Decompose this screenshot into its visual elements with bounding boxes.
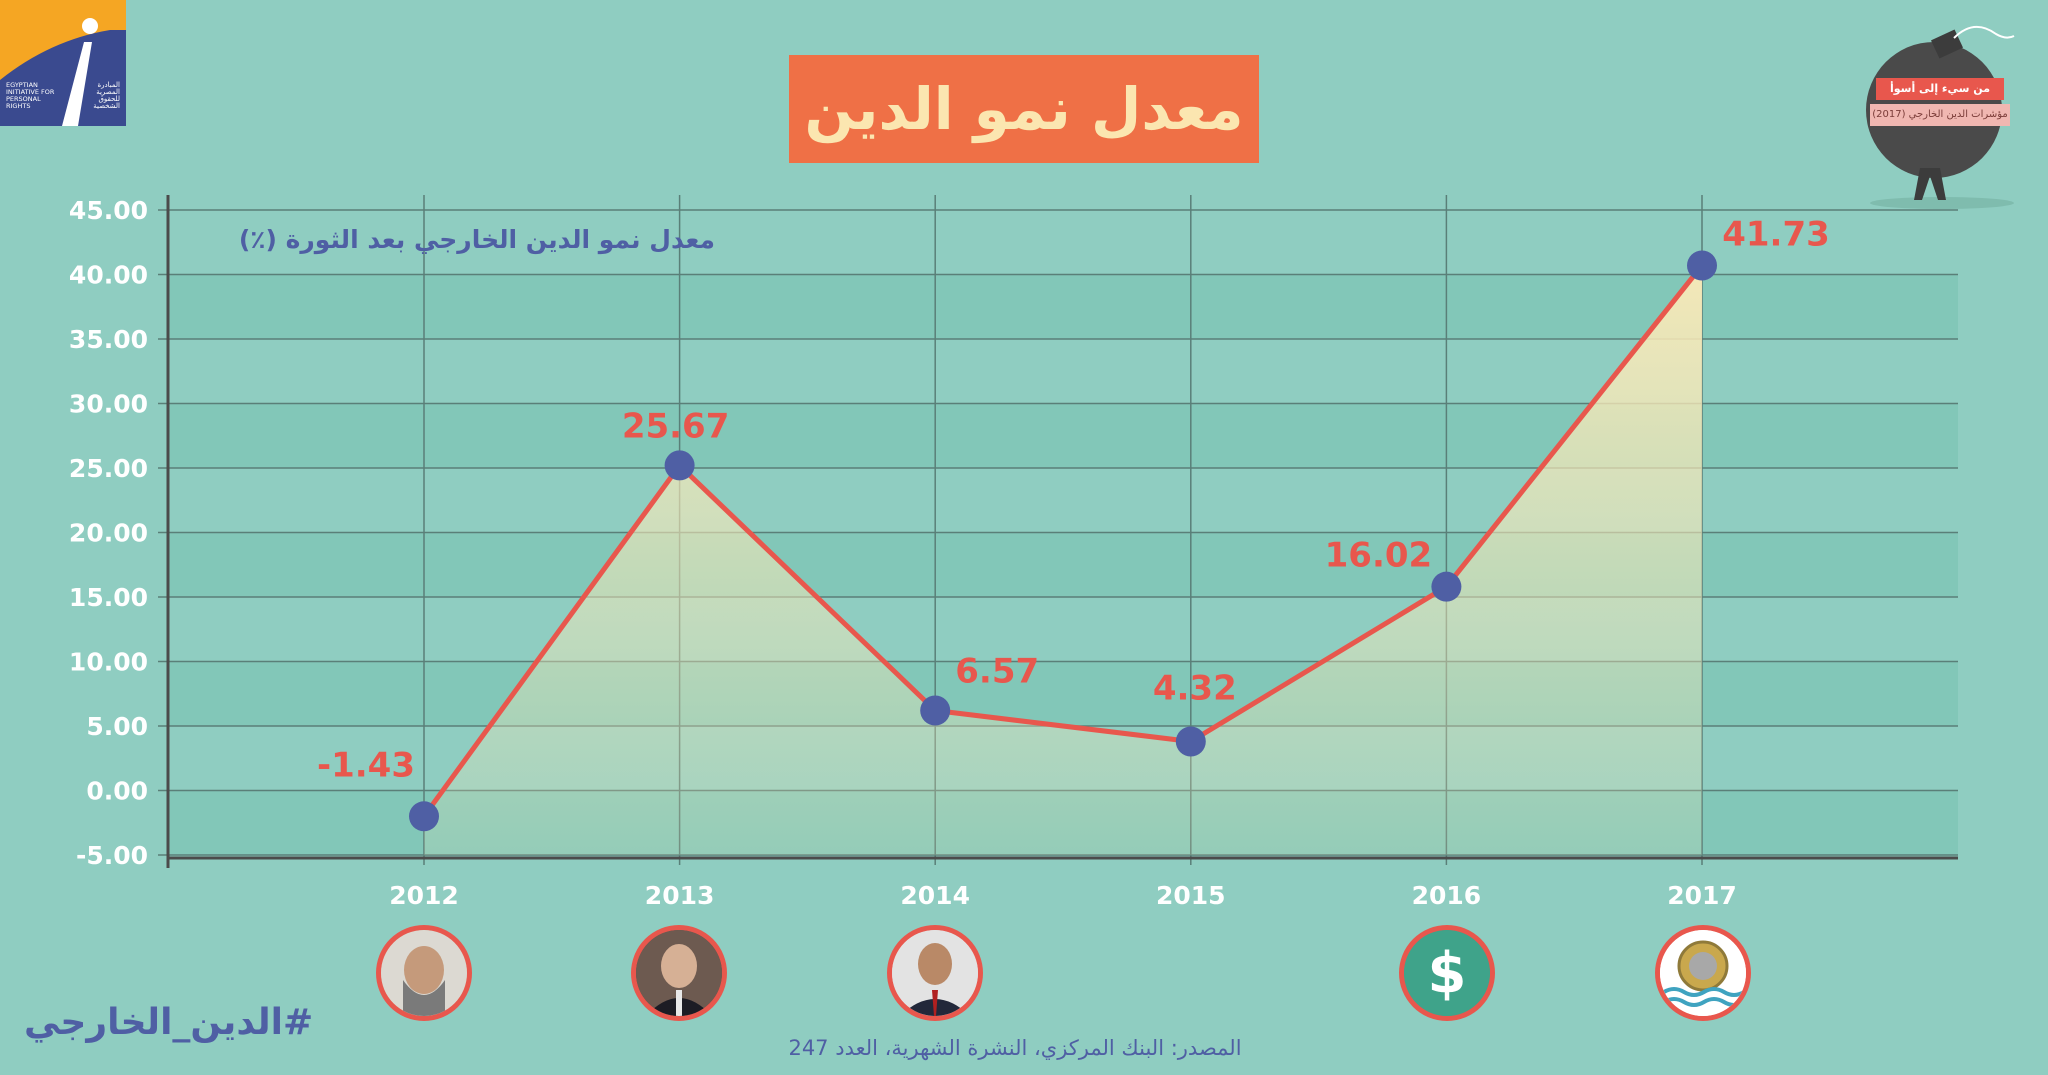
- data-point-2015: [1175, 726, 1206, 757]
- y-tick-label: 0.00: [86, 777, 148, 806]
- logo-mark-icon: [0, 18, 126, 126]
- y-tick-label: -5.00: [76, 841, 148, 870]
- data-point-2017: [1687, 250, 1717, 281]
- page-title: معدل نمو الدين: [804, 75, 1244, 143]
- person-photo-2013: [631, 925, 727, 1021]
- hashtag: #الدين_الخارجي: [24, 1002, 314, 1043]
- y-tick-label: 30.00: [69, 390, 148, 419]
- logo-text-en: EGYPTIAN INITIATIVE FOR PERSONAL RIGHTS: [6, 81, 55, 110]
- data-label-2016: 16.02: [1325, 536, 1433, 576]
- x-tick-label: 2012: [389, 881, 459, 910]
- series-line: [421, 263, 1704, 818]
- y-tick-label: 20.00: [69, 519, 148, 548]
- data-label-2015: 4.32: [1153, 668, 1237, 708]
- x-tick-label: 2017: [1667, 881, 1737, 910]
- person-photo-2014: [887, 925, 983, 1021]
- data-label-2013: 25.67: [622, 406, 730, 446]
- data-label-2012: -1.43: [317, 745, 415, 785]
- area-fill: [424, 265, 1702, 856]
- y-tick-label: 25.00: [69, 454, 148, 483]
- y-tick-label: 5.00: [86, 712, 148, 741]
- campaign-badge: من سيء إلى أسوأ مؤشرات الدين الخارجي (20…: [1856, 18, 2026, 214]
- data-point-2014: [920, 695, 951, 726]
- dollar-icon: $: [1399, 925, 1495, 1021]
- page-title-box: معدل نمو الدين: [789, 55, 1259, 163]
- x-tick-label: 2013: [645, 881, 715, 910]
- logo-text-ar: المبادرة المصرية للحقوق الشخصية: [93, 81, 120, 110]
- data-point-2016: [1431, 571, 1462, 602]
- grid-band: [168, 210, 1958, 275]
- person-photo-2012: [376, 925, 472, 1021]
- y-tick-label: 35.00: [69, 325, 148, 354]
- x-tick-label: 2014: [900, 881, 970, 910]
- data-label-2014: 6.57: [955, 652, 1039, 692]
- svg-text:$: $: [1428, 941, 1467, 1006]
- x-tick-label: 2016: [1412, 881, 1482, 910]
- y-tick-label: 10.00: [69, 648, 148, 677]
- eipr-logo: EGYPTIAN INITIATIVE FOR PERSONAL RIGHTS …: [0, 0, 126, 126]
- badge-line-1: من سيء إلى أسوأ: [1876, 78, 2004, 100]
- data-point-2013: [664, 450, 695, 481]
- y-tick-label: 15.00: [69, 583, 148, 612]
- x-tick-label: 2015: [1156, 881, 1226, 910]
- y-tick-label: 40.00: [69, 261, 148, 290]
- data-label-2017: 41.73: [1722, 214, 1830, 254]
- coin-icon: [1655, 925, 1751, 1021]
- series-label: معدل نمو الدين الخارجي بعد الثورة (٪): [238, 225, 715, 254]
- source-note: المصدر: البنك المركزي، النشرة الشهرية، ا…: [788, 1036, 1242, 1060]
- badge-line-2: مؤشرات الدين الخارجي (2017): [1870, 104, 2010, 126]
- y-tick-label: 45.00: [69, 196, 148, 225]
- data-point-2012: [409, 801, 439, 832]
